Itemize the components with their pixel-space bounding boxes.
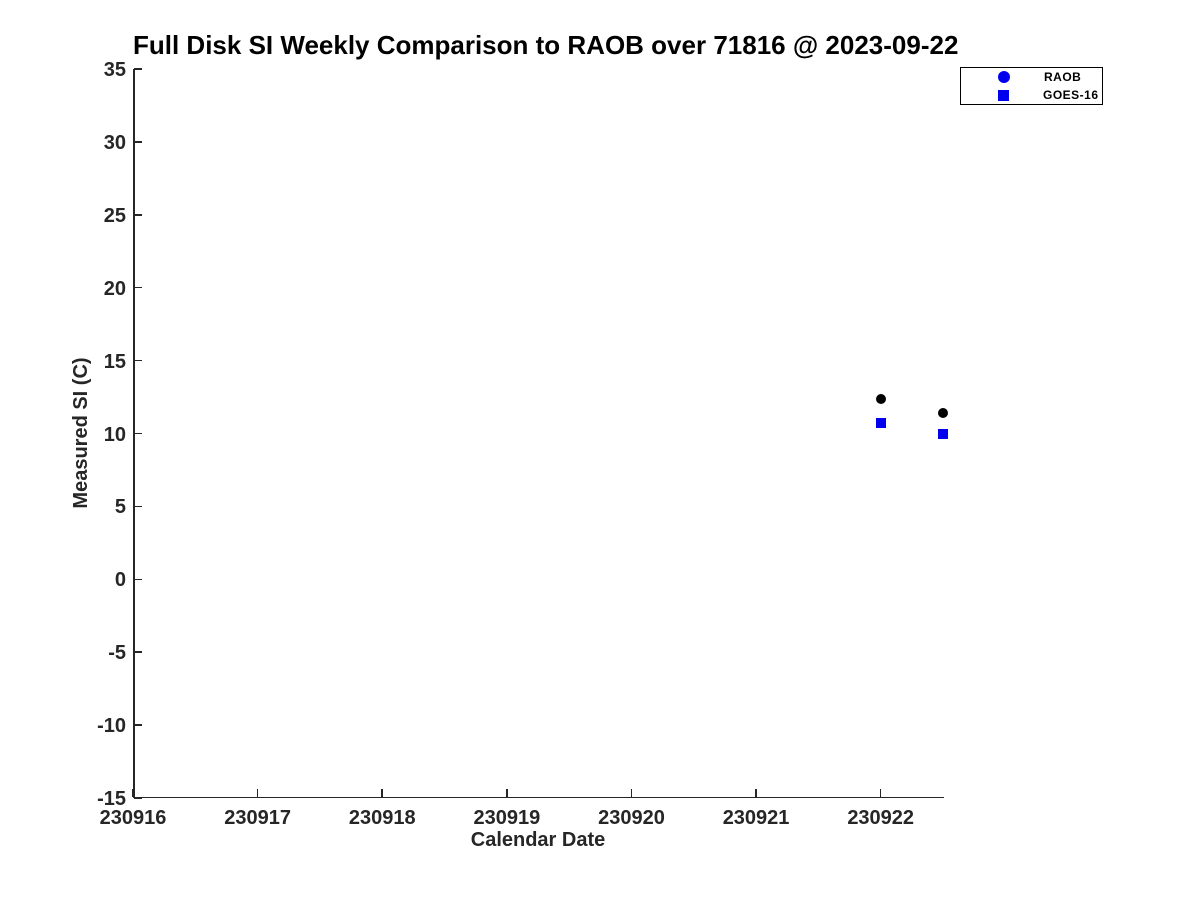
x-tick-mark xyxy=(506,789,508,797)
legend-label: RAOB xyxy=(1044,70,1082,84)
legend-box: RAOB GOES-16 xyxy=(960,67,1103,105)
x-tick-label: 230921 xyxy=(722,807,790,829)
x-tick-mark xyxy=(630,789,633,797)
x-tick-label: 230918 xyxy=(348,807,416,829)
y-tick-label: 25 xyxy=(103,204,126,227)
y-tick-label: 5 xyxy=(114,496,126,519)
y-tick-label: -15 xyxy=(97,788,126,810)
x-axis-label: Calendar Date xyxy=(470,829,606,851)
x-tick-mark xyxy=(256,789,259,797)
x-tick-mark xyxy=(879,789,882,797)
y-tick-label: 15 xyxy=(103,350,126,373)
raob-data-point-icon xyxy=(938,408,948,419)
goes-16-data-point-icon xyxy=(875,418,886,429)
legend-square-icon xyxy=(998,89,1009,101)
legend-entry: RAOB xyxy=(961,68,1102,86)
y-tick-mark xyxy=(134,68,142,70)
legend-entry: GOES-16 xyxy=(961,86,1102,104)
y-tick-mark xyxy=(134,141,142,143)
y-tick-label: 10 xyxy=(103,423,126,446)
chart-title: Full Disk SI Weekly Comparison to RAOB o… xyxy=(133,30,959,60)
y-tick-label: 35 xyxy=(103,59,126,81)
y-tick-mark xyxy=(134,797,142,799)
legend-circle-icon xyxy=(998,71,1010,83)
y-tick-label: -10 xyxy=(97,715,126,738)
x-tick-mark xyxy=(132,789,134,797)
x-tick-label: 230916 xyxy=(99,807,167,829)
x-axis-line xyxy=(133,796,944,798)
y-tick-label: 20 xyxy=(103,277,126,300)
y-axis-label: Measured SI (C) xyxy=(70,357,92,509)
legend-label: GOES-16 xyxy=(1043,88,1099,102)
goes-16-data-point-icon xyxy=(938,428,948,439)
raob-data-point-icon xyxy=(875,393,886,404)
y-tick-mark xyxy=(134,505,142,508)
y-tick-mark xyxy=(134,578,142,581)
y-axis-line xyxy=(133,69,135,798)
y-tick-mark xyxy=(134,724,142,726)
y-tick-label: 30 xyxy=(103,131,126,154)
x-tick-label: 230920 xyxy=(598,807,665,829)
x-tick-mark xyxy=(381,789,383,797)
y-tick-mark xyxy=(134,651,142,653)
x-tick-label: 230919 xyxy=(473,807,541,829)
y-tick-mark xyxy=(134,432,142,435)
y-tick-label: -5 xyxy=(108,642,126,665)
x-tick-label: 230922 xyxy=(847,807,915,829)
x-tick-mark xyxy=(755,789,757,797)
y-tick-mark xyxy=(134,359,142,362)
y-tick-mark xyxy=(134,214,142,216)
x-tick-label: 230917 xyxy=(224,807,291,829)
y-tick-mark xyxy=(134,286,142,289)
y-tick-label: 0 xyxy=(114,569,126,592)
